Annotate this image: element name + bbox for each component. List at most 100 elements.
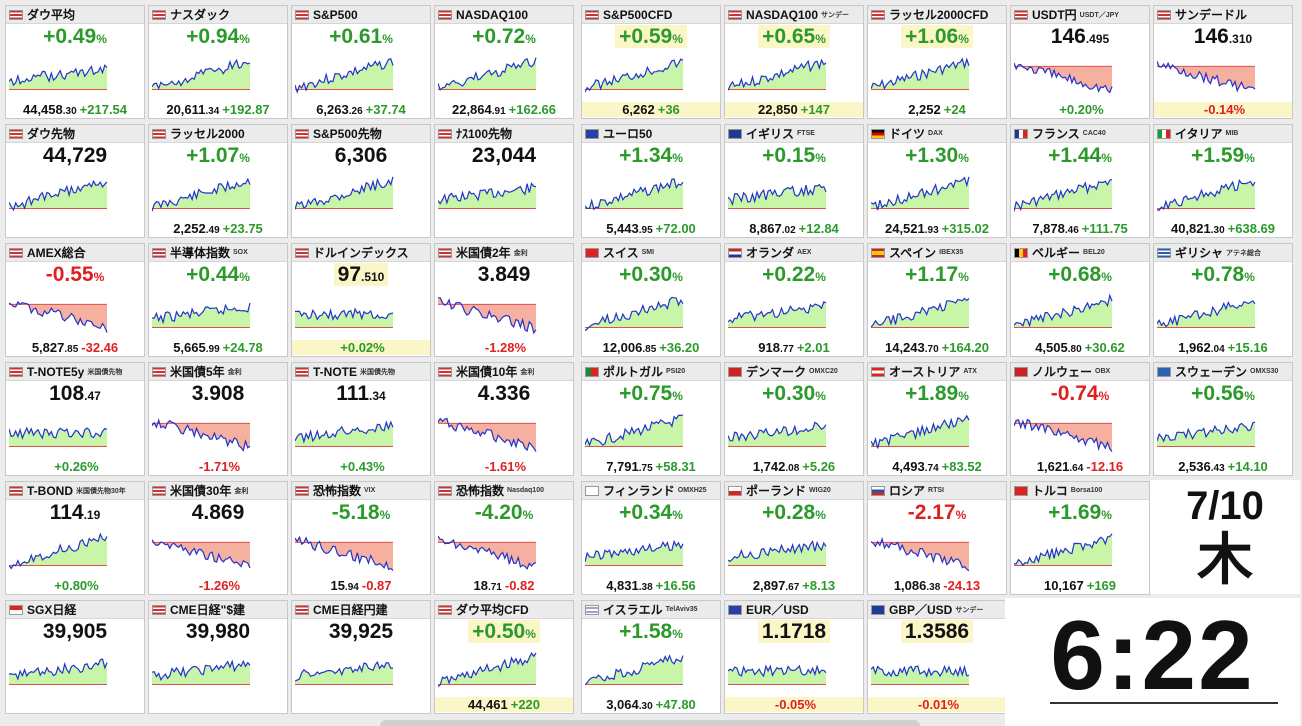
tile-level-decimals: .30	[62, 106, 77, 117]
tile-footer: +0.02%	[292, 340, 430, 355]
flag-us-icon	[438, 366, 452, 377]
market-tile[interactable]: AMEX総合 -0.55% 5,827.85 -32.46	[5, 243, 145, 357]
tile-header: ユーロ50	[582, 125, 720, 143]
market-tile[interactable]: イタリア MIB +1.59% 40,821.30 +638.69	[1153, 124, 1293, 238]
market-tile[interactable]: イギリス FTSE +0.15% 8,867.02 +12.84	[724, 124, 864, 238]
tile-title: CME日経"$建	[170, 603, 246, 617]
tile-main-value: 39,980	[185, 620, 251, 643]
sparkline-chart	[871, 414, 970, 449]
flag-us-icon	[9, 9, 23, 20]
market-tile[interactable]: S&P500 +0.61% 6,263.26 +37.74	[291, 5, 431, 119]
market-tile[interactable]: 米国債2年 金利 3.849 -1.28%	[434, 243, 574, 357]
market-tile[interactable]: ダウ先物 44,729	[5, 124, 145, 238]
tile-header: トルコ Borsa100	[1011, 482, 1149, 500]
market-tile[interactable]: USDT円 USDT／JPY 146.495 +0.20%	[1010, 5, 1150, 119]
market-tile[interactable]: デンマーク OMXC20 +0.30% 1,742.08 +5.26	[724, 362, 864, 476]
tile-title: スペイン	[889, 246, 937, 260]
tile-footer: 5,443.95 +72.00	[582, 221, 720, 236]
tile-header: 半導体指数 SOX	[149, 244, 287, 262]
sparkline-chart	[152, 659, 251, 685]
market-tile[interactable]: トルコ Borsa100 +1.69% 10,167 +169	[1010, 481, 1150, 595]
market-tile[interactable]: サンデードル 146.310 -0.14%	[1153, 5, 1293, 119]
market-tile[interactable]: 米国債5年 金利 3.908 -1.71%	[148, 362, 288, 476]
market-tile[interactable]: 恐怖指数 VIX -5.18% 15.94 -0.87	[291, 481, 431, 595]
tile-level-decimals: .85	[642, 344, 657, 355]
market-tile[interactable]: SGX日経 39,905	[5, 600, 145, 714]
tile-title: トルコ	[1032, 484, 1068, 498]
tile-title: AMEX総合	[27, 246, 86, 260]
market-tile[interactable]: ベルギー BEL20 +0.68% 4,505.80 +30.62	[1010, 243, 1150, 357]
tile-title: ユーロ50	[603, 127, 653, 141]
market-tile[interactable]: ナスダック +0.94% 20,611.34 +192.87	[148, 5, 288, 119]
market-tile[interactable]: 恐怖指数 Nasdaq100 -4.20% 18.71 -0.82	[434, 481, 574, 595]
market-tile[interactable]: ノルウェー OBX -0.74% 1,621.64 -12.16	[1010, 362, 1150, 476]
market-tile[interactable]: CME日経円建 39,925	[291, 600, 431, 714]
tile-footer: 12,006.85 +36.20	[582, 340, 720, 355]
tile-main-value: +0.68%	[1048, 263, 1112, 286]
market-tile[interactable]: フランス CAC40 +1.44% 7,878.46 +111.75	[1010, 124, 1150, 238]
market-tile[interactable]: ドルインデックス 97.510 +0.02%	[291, 243, 431, 357]
market-tile[interactable]: スウェーデン OMXS30 +0.56% 2,536.43 +14.10	[1153, 362, 1293, 476]
sparkline-chart	[9, 300, 108, 333]
tile-subtitle: 金利	[227, 368, 242, 376]
market-tile[interactable]: オーストリア ATX +1.89% 4,493.74 +83.52	[867, 362, 1007, 476]
tile-level: 1,962	[1178, 340, 1211, 355]
market-tile[interactable]: イスラエル TelAviv35 +1.58% 3,064.30 +47.80	[581, 600, 721, 714]
market-tile[interactable]: 半導体指数 SOX +0.44% 5,665.99 +24.78	[148, 243, 288, 357]
tile-title: T-NOTE5y	[27, 364, 85, 379]
market-tile[interactable]: ポルトガル PSI20 +0.75% 7,791.75 +58.31	[581, 362, 721, 476]
market-tile[interactable]: T-NOTE 米国債先物 111.34 +0.43%	[291, 362, 431, 476]
market-tile[interactable]: フィンランド OMXH25 +0.34% 4,831.38 +16.56	[581, 481, 721, 595]
market-tile[interactable]: S&P500CFD +0.59% 6,262 +36	[581, 5, 721, 119]
tile-level-decimals: .34	[205, 106, 220, 117]
horizontal-scrollbar[interactable]	[380, 720, 920, 726]
tile-subtitle: IBEX35	[939, 249, 964, 256]
market-tile[interactable]: ﾅｽ100先物 23,044	[434, 124, 574, 238]
tile-subtitle: 金利	[520, 368, 535, 376]
tile-title: サンデードル	[1175, 8, 1248, 22]
sparkline-chart	[728, 58, 827, 91]
market-tile[interactable]: S&P500先物 6,306	[291, 124, 431, 238]
market-tile[interactable]: オランダ AEX +0.22% 918.77 +2.01	[724, 243, 864, 357]
market-tile[interactable]: ユーロ50 +1.34% 5,443.95 +72.00	[581, 124, 721, 238]
tile-title: 半導体指数	[170, 246, 231, 260]
tile-main-value: +1.17%	[905, 263, 969, 286]
tile-footer: 22,864.91 +162.66	[435, 102, 573, 117]
market-tile[interactable]: EUR／USD 1.1718 -0.05%	[724, 600, 864, 714]
tile-header: AMEX総合	[6, 244, 144, 262]
flag-it-icon	[1157, 128, 1171, 139]
tile-main-value: 1.3586	[868, 619, 1006, 647]
market-tile[interactable]: ギリシャ アテネ総合 +0.78% 1,962.04 +15.16	[1153, 243, 1293, 357]
tile-change: +24.78	[222, 340, 263, 355]
market-tile[interactable]: ラッセル2000 +1.07% 2,252.49 +23.75	[148, 124, 288, 238]
market-tile[interactable]: スペイン IBEX35 +1.17% 14,243.70 +164.20	[867, 243, 1007, 357]
tile-level: 5,665	[173, 340, 206, 355]
market-tile[interactable]: CME日経"$建 39,980	[148, 600, 288, 714]
sparkline-chart	[9, 532, 108, 570]
tile-footer: 24,521.93 +315.02	[868, 221, 1006, 236]
flag-sg-icon	[9, 604, 23, 615]
tile-change: -12.16	[1086, 459, 1124, 474]
market-tile[interactable]: T-NOTE5y 米国債先物 108.47 +0.26%	[5, 362, 145, 476]
market-tile[interactable]: 米国債10年 金利 4.336 -1.61%	[434, 362, 574, 476]
market-tile[interactable]: 米国債30年 金利 4.869 -1.26%	[148, 481, 288, 595]
tile-main-value: +1.30%	[905, 144, 969, 167]
tile-title: NASDAQ100	[456, 7, 529, 22]
tile-change: +169	[1086, 578, 1117, 593]
market-tile[interactable]: ダウ平均CFD +0.50% 44,461 +220	[434, 600, 574, 714]
market-tile[interactable]: ラッセル2000CFD +1.06% 2,252 +24	[867, 5, 1007, 119]
market-tile[interactable]: NASDAQ100 サンデー +0.65% 22,850 +147	[724, 5, 864, 119]
tile-change: +220	[510, 697, 541, 712]
tile-level: 4,505	[1035, 340, 1068, 355]
market-tile[interactable]: ポーランド WIG20 +0.28% 2,897.67 +8.13	[724, 481, 864, 595]
market-tile[interactable]: ダウ平均 +0.49% 44,458.30 +217.54	[5, 5, 145, 119]
market-tile[interactable]: NASDAQ100 +0.72% 22,864.91 +162.66	[434, 5, 574, 119]
market-tile[interactable]: ロシア RTSI -2.17% 1,086.38 -24.13	[867, 481, 1007, 595]
sparkline-chart	[438, 417, 537, 452]
market-tile[interactable]: T-BOND 米国債先物30年 114.19 +0.80%	[5, 481, 145, 595]
market-tile[interactable]: GBP／USD サンデー 1.3586 -0.01%	[867, 600, 1007, 714]
tile-header: 恐怖指数 Nasdaq100	[435, 482, 573, 500]
market-tile[interactable]: スイス SMI +0.30% 12,006.85 +36.20	[581, 243, 721, 357]
date-month-day: 7/10	[1186, 484, 1264, 528]
market-tile[interactable]: ドイツ DAX +1.30% 24,521.93 +315.02	[867, 124, 1007, 238]
